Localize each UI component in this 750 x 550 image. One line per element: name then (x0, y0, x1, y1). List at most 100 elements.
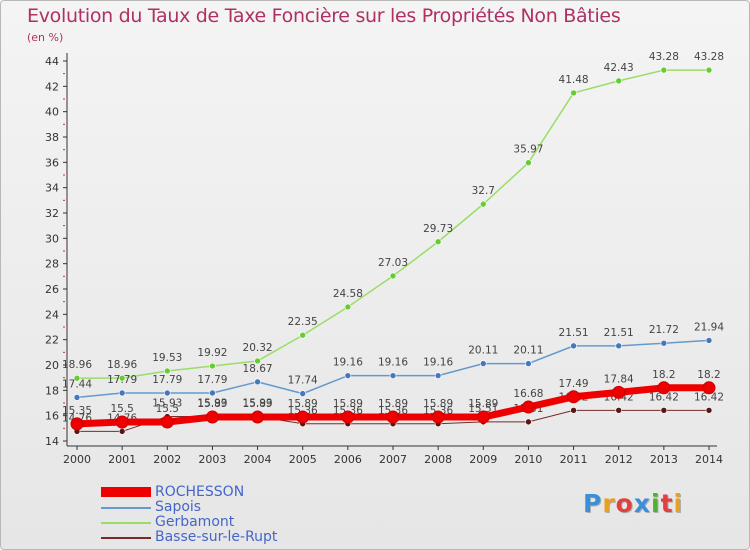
data-point-gerbamont (344, 303, 352, 311)
brand-letter: o (615, 489, 634, 518)
data-point-basse-sur-le-rupt (615, 407, 623, 414)
x-tick-label: 2006 (334, 453, 362, 466)
data-label-sapois: 17.79 (152, 374, 182, 386)
legend-label-rochesson: ROCHESSON (155, 484, 245, 500)
y-tick-label: 32 (45, 207, 59, 220)
data-label-rochesson: 15.89 (288, 398, 318, 410)
data-point-rochesson (296, 410, 310, 424)
x-tick-label: 2004 (244, 453, 272, 466)
y-tick-label: 44 (45, 55, 59, 68)
data-label-gerbamont: 41.48 (559, 74, 589, 86)
data-point-gerbamont (254, 357, 261, 365)
data-point-sapois (118, 389, 126, 397)
data-label-sapois: 20.11 (468, 345, 498, 357)
data-point-sapois (434, 372, 442, 379)
data-point-sapois (299, 390, 307, 397)
data-label-gerbamont: 35.97 (513, 144, 543, 156)
data-label-rochesson: 18.2 (652, 369, 675, 381)
data-point-gerbamont (299, 331, 307, 339)
legend-label-sapois: Sapois (155, 499, 202, 515)
legend-swatch-rochesson (101, 487, 151, 497)
x-tick-label: 2009 (469, 453, 497, 466)
data-label-gerbamont: 24.58 (333, 288, 363, 300)
data-label-sapois: 19.16 (333, 357, 363, 369)
x-tick-label: 2000 (63, 453, 91, 466)
data-label-sapois: 21.51 (559, 327, 589, 339)
y-tick-label: 24 (45, 308, 59, 321)
data-label-sapois: 21.51 (604, 327, 634, 339)
y-tick-label: 14 (45, 435, 59, 448)
brand-letter: r (602, 489, 616, 518)
data-point-rochesson (160, 415, 174, 429)
data-point-gerbamont (525, 159, 532, 167)
data-label-sapois: 19.16 (423, 357, 453, 369)
data-point-rochesson (115, 415, 129, 429)
data-point-sapois (660, 339, 668, 347)
data-point-sapois (570, 342, 577, 350)
data-point-rochesson (70, 417, 84, 431)
x-tick-label: 2002 (153, 453, 181, 466)
data-label-gerbamont: 29.73 (423, 223, 453, 235)
data-point-rochesson (521, 400, 535, 414)
data-point-sapois (254, 378, 261, 386)
data-point-rochesson (386, 410, 400, 424)
data-label-rochesson: 15.5 (110, 403, 133, 415)
data-point-rochesson (431, 410, 445, 424)
data-point-gerbamont (660, 66, 668, 74)
brand-letter: i (673, 489, 684, 518)
y-tick-label: 36 (45, 156, 59, 169)
data-label-gerbamont: 32.7 (472, 185, 495, 197)
data-label-rochesson: 15.5 (156, 403, 179, 415)
data-label-basse-sur-le-rupt: 16.42 (694, 391, 724, 403)
legend-swatch-sapois (101, 507, 151, 509)
data-label-sapois: 17.74 (288, 375, 318, 387)
data-point-gerbamont (615, 77, 623, 85)
data-label-gerbamont: 20.32 (243, 342, 273, 354)
data-label-basse-sur-le-rupt: 16.42 (649, 391, 679, 403)
data-label-rochesson: 15.89 (333, 398, 363, 410)
x-tick-label: 2011 (560, 453, 588, 466)
y-tick-label: 22 (45, 334, 59, 347)
brand-letter: i (651, 489, 661, 518)
data-point-basse-sur-le-rupt (660, 407, 668, 414)
x-tick-label: 2008 (424, 453, 452, 466)
data-point-gerbamont (434, 238, 442, 246)
data-point-gerbamont (389, 272, 397, 280)
data-label-gerbamont: 22.35 (288, 316, 318, 328)
y-tick-label: 26 (45, 283, 59, 296)
data-label-gerbamont: 19.53 (152, 352, 182, 364)
data-label-rochesson: 15.89 (378, 398, 408, 410)
y-tick-label: 42 (45, 80, 59, 93)
data-point-sapois (209, 389, 216, 397)
y-tick-label: 34 (45, 182, 59, 195)
x-tick-label: 2001 (108, 453, 136, 466)
y-tick-label: 28 (45, 258, 59, 271)
x-tick-label: 2012 (605, 453, 633, 466)
data-label-rochesson: 15.89 (423, 398, 453, 410)
data-point-sapois (479, 360, 487, 367)
data-label-gerbamont: 43.28 (649, 51, 679, 63)
legend-label-gerbamont: Gerbamont (155, 514, 235, 530)
y-tick-label: 18 (45, 384, 59, 397)
data-label-sapois: 18.67 (243, 363, 273, 375)
data-label-gerbamont: 42.43 (604, 62, 634, 74)
data-label-gerbamont: 18.96 (107, 359, 137, 371)
data-label-rochesson: 15.35 (62, 405, 92, 417)
data-point-rochesson (341, 410, 355, 424)
legend-swatch-basse-sur-le-rupt (101, 537, 151, 539)
data-point-gerbamont (479, 200, 487, 208)
data-point-sapois (73, 394, 81, 401)
y-tick-label: 40 (45, 106, 59, 119)
y-tick-label: 30 (45, 232, 59, 245)
data-label-sapois: 17.44 (62, 378, 92, 390)
chart-unit: (en %) (27, 31, 64, 44)
data-point-sapois (525, 360, 532, 367)
data-point-basse-sur-le-rupt (118, 428, 126, 435)
data-point-rochesson (476, 410, 490, 424)
data-label-rochesson: 18.2 (697, 369, 720, 381)
data-label-sapois: 19.16 (378, 357, 408, 369)
data-point-rochesson (612, 385, 626, 399)
x-tick-label: 2003 (198, 453, 226, 466)
